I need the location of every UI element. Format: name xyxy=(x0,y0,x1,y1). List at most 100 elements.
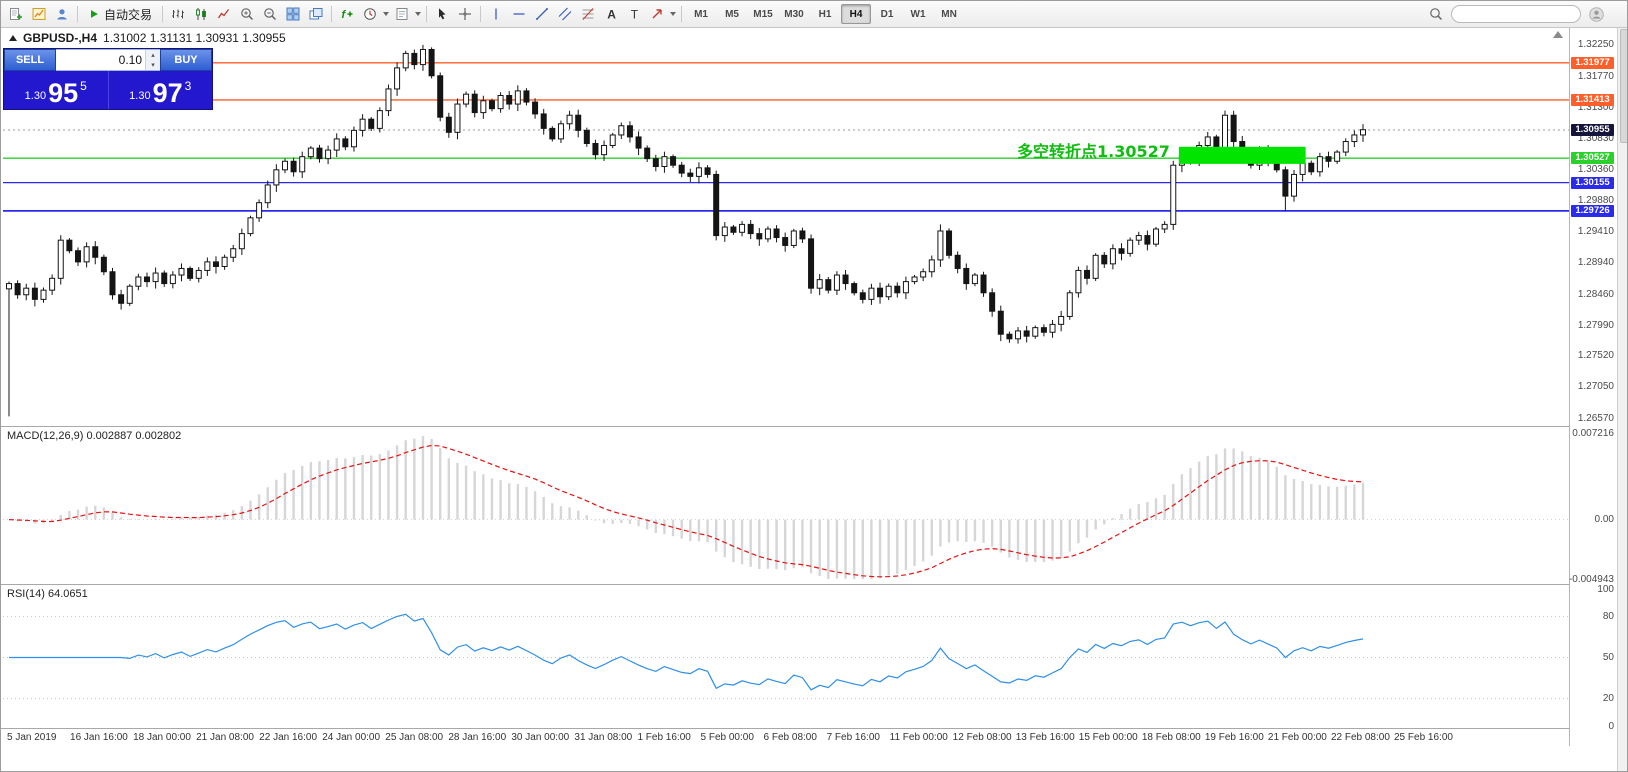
time-label: 28 Jan 16:00 xyxy=(448,732,507,743)
time-label: 6 Feb 08:00 xyxy=(763,732,817,743)
new-order-icon[interactable] xyxy=(5,4,27,24)
vertical-line-tool-icon[interactable] xyxy=(485,4,507,24)
price-axis[interactable]: 1.32250 1.31770 1.31300 1.30830 1.30360 1.298… xyxy=(1569,1,1617,771)
candle-body xyxy=(350,129,357,148)
bar-chart-icon[interactable] xyxy=(167,4,189,24)
candle-body xyxy=(488,100,495,110)
candle-body xyxy=(946,230,953,256)
time-label: 1 Feb 16:00 xyxy=(637,732,691,743)
account-icon[interactable] xyxy=(1585,4,1607,24)
tile-windows-icon[interactable] xyxy=(282,4,304,24)
candle-body xyxy=(385,88,392,112)
fibonacci-tool-icon[interactable] xyxy=(577,4,599,24)
arrows-tool-icon[interactable] xyxy=(646,4,668,24)
candle-body xyxy=(816,279,823,289)
price-tag: 1.30955 xyxy=(1571,124,1614,137)
timeframe-h1[interactable]: H1 xyxy=(818,8,832,20)
chart-window-icon[interactable] xyxy=(28,4,50,24)
crosshair-icon[interactable] xyxy=(454,4,476,24)
macd-rsi-separator[interactable] xyxy=(1,584,1617,585)
candle-body xyxy=(739,223,746,233)
candle-body xyxy=(730,226,737,233)
zoom-out-icon[interactable] xyxy=(259,4,281,24)
one-click-trading-panel: SELL 0.10 ▴ ▾ BUY 1.30 95 5 1.30 97 3 xyxy=(3,48,213,110)
candle-body xyxy=(902,281,909,294)
candle-body xyxy=(31,287,38,300)
axis-tick: 1.28940 xyxy=(1577,257,1614,269)
cursor-icon[interactable] xyxy=(431,4,453,24)
trendline-tool-icon[interactable] xyxy=(531,4,553,24)
candle-body xyxy=(126,285,133,304)
arrows-dropdown-icon[interactable] xyxy=(670,12,677,16)
cascade-windows-icon[interactable] xyxy=(305,4,327,24)
candle-body xyxy=(428,48,435,77)
candle-body xyxy=(963,267,970,285)
candle-body xyxy=(23,287,30,296)
time-axis[interactable]: 5 Jan 2019 16 Jan 16:00 18 Jan 00:00 21 Jan… xyxy=(1,729,1569,747)
lot-increase-button[interactable]: ▴ xyxy=(146,50,160,60)
main-macd-separator[interactable] xyxy=(1,426,1617,427)
buy-price-prefix: 1.30 xyxy=(129,90,151,102)
candle-body xyxy=(49,277,56,291)
timeframe-mn[interactable]: MN xyxy=(941,8,957,20)
candle-body xyxy=(894,285,901,294)
timeframe-m15[interactable]: M15 xyxy=(753,8,773,20)
periods-clock-icon[interactable] xyxy=(359,4,381,24)
search-icon[interactable] xyxy=(1425,4,1447,24)
candle-body xyxy=(704,167,711,175)
candlestick-chart-icon[interactable] xyxy=(190,4,212,24)
sell-button[interactable]: SELL xyxy=(4,49,56,71)
templates-dropdown-icon[interactable] xyxy=(415,12,422,16)
zoom-in-icon[interactable] xyxy=(236,4,258,24)
candle-body xyxy=(790,230,797,246)
timeframe-m5[interactable]: M5 xyxy=(725,8,739,20)
sell-price[interactable]: 1.30 95 5 xyxy=(4,71,109,109)
axis-tick: 0.00 xyxy=(1594,514,1614,526)
vertical-scrollbar[interactable] xyxy=(1617,1,1627,771)
candle-body xyxy=(1066,292,1073,317)
horizontal-line-tool-icon[interactable] xyxy=(508,4,530,24)
candle-body xyxy=(195,269,202,279)
periods-dropdown-icon[interactable] xyxy=(383,12,390,16)
candle-body xyxy=(57,239,64,279)
axis-tick: 100 xyxy=(1597,583,1614,595)
axis-tick: 1.32250 xyxy=(1577,39,1614,51)
timeframe-m1[interactable]: M1 xyxy=(694,8,708,20)
timeframe-w1[interactable]: W1 xyxy=(910,8,926,20)
macd-signal-line xyxy=(8,444,1364,578)
candle-body xyxy=(583,129,590,145)
candle-body xyxy=(1161,223,1168,230)
scroll-to-end-icon[interactable] xyxy=(1553,31,1563,38)
lot-decrease-button[interactable]: ▾ xyxy=(146,60,160,70)
svg-text:T: T xyxy=(631,8,639,22)
timeframe-h4[interactable]: H4 xyxy=(841,4,872,24)
highlight-box xyxy=(1178,146,1306,164)
candle-body xyxy=(514,90,521,105)
time-label: 25 Feb 16:00 xyxy=(1394,732,1453,743)
text-label-tool-icon[interactable]: T xyxy=(623,4,645,24)
profile-icon[interactable] xyxy=(51,4,73,24)
time-label: 30 Jan 00:00 xyxy=(511,732,570,743)
auto-trading-button[interactable]: 自动交易 xyxy=(82,4,158,24)
templates-icon[interactable] xyxy=(391,4,413,24)
candle-body xyxy=(937,230,944,261)
axis-tick: 1.30360 xyxy=(1577,163,1614,175)
indicators-icon[interactable]: f xyxy=(336,4,358,24)
time-label: 24 Jan 00:00 xyxy=(322,732,381,743)
line-chart-icon[interactable] xyxy=(213,4,235,24)
text-tool-icon[interactable]: A xyxy=(600,4,622,24)
timeframe-m30[interactable]: M30 xyxy=(784,8,804,20)
timeframe-d1[interactable]: D1 xyxy=(880,8,894,20)
search-input[interactable] xyxy=(1451,5,1581,23)
scrollbar-thumb[interactable] xyxy=(1620,29,1627,143)
chart-collapse-icon[interactable] xyxy=(9,35,17,41)
buy-price[interactable]: 1.30 97 3 xyxy=(109,71,213,109)
candle-body xyxy=(368,118,375,129)
buy-button[interactable]: BUY xyxy=(160,49,212,71)
axis-tick: 1.26570 xyxy=(1577,412,1614,424)
lot-size-input[interactable]: 0.10 xyxy=(118,53,142,67)
candle-body xyxy=(445,116,452,133)
channel-tool-icon[interactable] xyxy=(554,4,576,24)
time-label: 12 Feb 08:00 xyxy=(952,732,1012,743)
